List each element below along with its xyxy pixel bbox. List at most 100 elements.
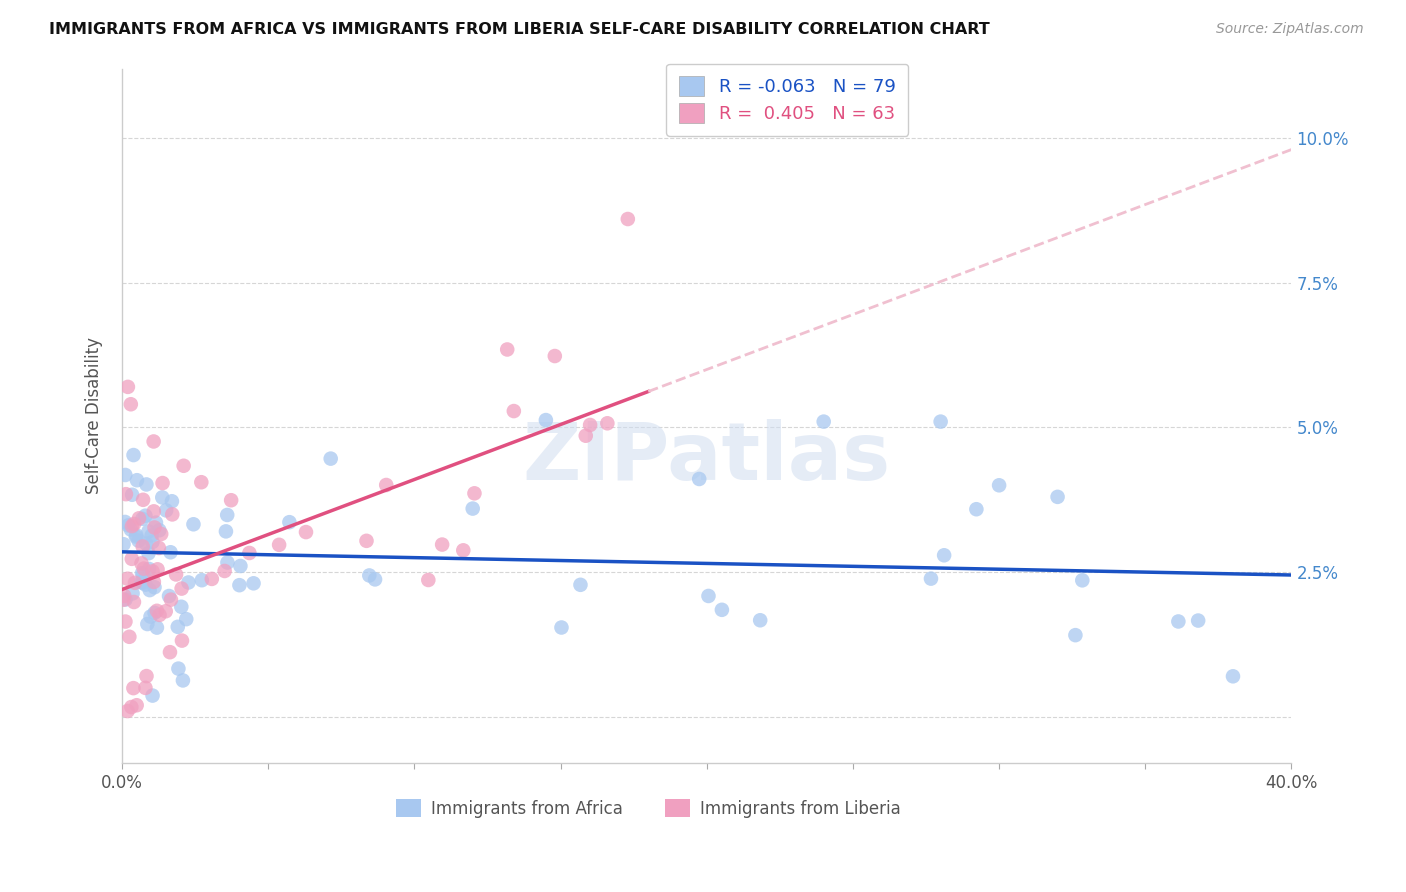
Point	[138, 583, 160, 598]
Point	[319, 451, 342, 466]
Point	[142, 574, 165, 589]
Point	[117, 704, 139, 718]
Point	[375, 478, 398, 492]
Point	[141, 535, 163, 549]
Point	[155, 604, 177, 618]
Point	[167, 662, 190, 676]
Point	[136, 617, 159, 632]
Point	[217, 508, 239, 522]
Point	[135, 577, 157, 591]
Point	[544, 349, 567, 363]
Point	[141, 528, 163, 542]
Point	[201, 572, 224, 586]
Point	[122, 681, 145, 695]
Point	[238, 546, 260, 560]
Point	[138, 524, 160, 539]
Point	[143, 520, 166, 534]
Point	[131, 540, 153, 554]
Point	[120, 397, 142, 411]
Point	[170, 582, 193, 596]
Point	[174, 612, 197, 626]
Point	[148, 541, 170, 555]
Point	[965, 502, 987, 516]
Point	[146, 621, 169, 635]
Point	[418, 573, 440, 587]
Point	[1071, 574, 1094, 588]
Point	[219, 493, 242, 508]
Point	[135, 477, 157, 491]
Point	[453, 543, 475, 558]
Point	[579, 417, 602, 432]
Point	[596, 417, 619, 431]
Point	[159, 545, 181, 559]
Point	[146, 604, 169, 618]
Point	[496, 343, 519, 357]
Point	[929, 415, 952, 429]
Point	[125, 698, 148, 713]
Point	[988, 478, 1011, 492]
Point	[112, 589, 135, 603]
Point	[125, 528, 148, 542]
Point	[120, 523, 142, 537]
Point	[920, 572, 942, 586]
Point	[1046, 490, 1069, 504]
Point	[688, 472, 710, 486]
Point	[1222, 669, 1244, 683]
Point	[122, 448, 145, 462]
Point	[575, 428, 598, 442]
Point	[129, 574, 152, 589]
Point	[170, 633, 193, 648]
Point	[117, 518, 139, 533]
Point	[122, 595, 145, 609]
Point	[121, 586, 143, 600]
Point	[166, 620, 188, 634]
Point	[142, 434, 165, 449]
Text: Source: ZipAtlas.com: Source: ZipAtlas.com	[1216, 22, 1364, 37]
Point	[112, 537, 135, 551]
Point	[138, 546, 160, 560]
Point	[121, 551, 143, 566]
Point	[134, 508, 156, 523]
Point	[120, 700, 142, 714]
Point	[141, 565, 163, 579]
Point	[430, 537, 453, 551]
Point	[115, 487, 138, 501]
Point	[217, 556, 239, 570]
Point	[150, 491, 173, 505]
Point	[146, 562, 169, 576]
Point	[124, 575, 146, 590]
Point	[132, 567, 155, 582]
Point	[162, 508, 184, 522]
Point	[121, 519, 143, 533]
Point	[145, 516, 167, 530]
Point	[131, 575, 153, 590]
Point	[172, 673, 194, 688]
Point	[550, 620, 572, 634]
Point	[1167, 615, 1189, 629]
Point	[1064, 628, 1087, 642]
Point	[295, 525, 318, 540]
Point	[463, 486, 485, 500]
Point	[710, 603, 733, 617]
Point	[813, 415, 835, 429]
Point	[160, 592, 183, 607]
Point	[165, 567, 187, 582]
Point	[177, 575, 200, 590]
Point	[242, 576, 264, 591]
Point	[139, 609, 162, 624]
Text: IMMIGRANTS FROM AFRICA VS IMMIGRANTS FROM LIBERIA SELF-CARE DISABILITY CORRELATI: IMMIGRANTS FROM AFRICA VS IMMIGRANTS FRO…	[49, 22, 990, 37]
Point	[617, 212, 640, 227]
Point	[118, 630, 141, 644]
Point	[114, 467, 136, 482]
Point	[697, 589, 720, 603]
Point	[1187, 614, 1209, 628]
Point	[114, 515, 136, 529]
Point	[569, 578, 592, 592]
Point	[183, 517, 205, 532]
Point	[190, 475, 212, 490]
Point	[148, 607, 170, 622]
Point	[278, 515, 301, 529]
Point	[749, 613, 772, 627]
Point	[128, 511, 150, 525]
Point	[150, 527, 173, 541]
